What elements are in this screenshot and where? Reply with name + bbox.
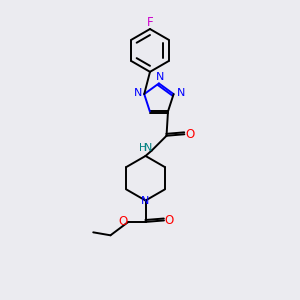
- Text: O: O: [118, 215, 128, 228]
- Text: N: N: [144, 143, 152, 153]
- Text: N: N: [156, 72, 165, 82]
- Text: N: N: [134, 88, 142, 98]
- Text: N: N: [141, 196, 150, 206]
- Text: O: O: [165, 214, 174, 227]
- Text: N: N: [177, 88, 185, 98]
- Text: H: H: [140, 143, 147, 153]
- Text: F: F: [147, 16, 153, 29]
- Text: O: O: [185, 128, 194, 141]
